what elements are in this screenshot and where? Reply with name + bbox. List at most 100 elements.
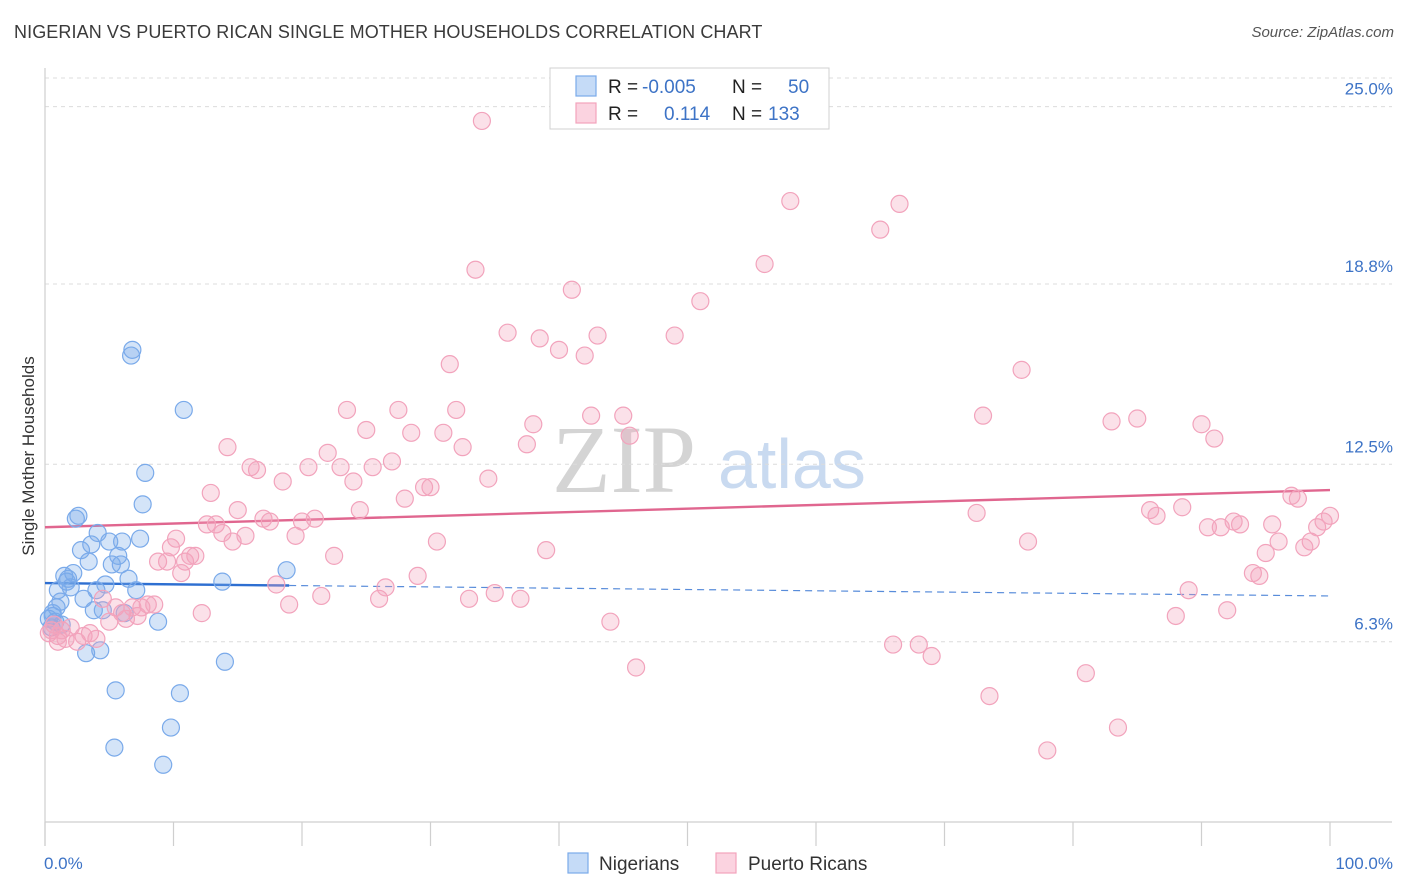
point-nigerian <box>127 581 146 600</box>
stats-n-value: 50 <box>788 77 809 98</box>
point-puerto-rican <box>299 458 318 477</box>
y-tick-label: 25.0% <box>1345 80 1393 99</box>
point-nigerian <box>79 552 98 571</box>
point-puerto-rican <box>909 635 928 654</box>
point-puerto-rican <box>192 604 211 623</box>
point-puerto-rican <box>1108 718 1128 737</box>
point-puerto-rican <box>166 529 186 548</box>
point-puerto-rican <box>427 532 447 551</box>
point-puerto-rican <box>1269 532 1288 551</box>
point-puerto-rican <box>890 194 909 214</box>
trend-line-nigerians-dashed <box>289 584 1331 597</box>
point-puerto-rican <box>575 346 594 365</box>
point-nigerian <box>74 589 93 608</box>
point-nigerian <box>148 612 168 631</box>
point-puerto-rican <box>273 472 292 491</box>
point-puerto-rican <box>280 595 299 614</box>
stats-n-value: 133 <box>768 104 800 125</box>
point-puerto-rican <box>157 552 177 571</box>
point-nigerian <box>51 592 70 611</box>
point-puerto-rican <box>1230 515 1250 534</box>
point-puerto-rican <box>260 512 279 531</box>
point-puerto-rican <box>1218 601 1237 620</box>
point-puerto-rican <box>331 458 350 477</box>
legend-label-nigerians: Nigerians <box>599 854 679 875</box>
point-puerto-rican <box>665 326 684 345</box>
point-nigerian <box>82 535 101 554</box>
point-puerto-rican <box>236 526 255 545</box>
legend: Nigerians Puerto Ricans <box>567 852 867 875</box>
point-nigerian <box>111 555 130 574</box>
legend-label-puerto-ricans: Puerto Ricans <box>748 854 867 875</box>
point-nigerian <box>277 561 296 580</box>
point-puerto-rican <box>530 329 549 348</box>
point-puerto-rican <box>1192 415 1211 434</box>
point-puerto-rican <box>1012 360 1031 379</box>
point-puerto-rican <box>1147 506 1166 525</box>
point-puerto-rican <box>601 612 620 631</box>
point-puerto-rican <box>318 443 337 462</box>
y-tick-label: 18.8% <box>1345 257 1393 276</box>
point-nigerian <box>61 578 80 597</box>
point-puerto-rican <box>267 575 286 594</box>
point-nigerian <box>154 755 173 774</box>
chart-title: NIGERIAN VS PUERTO RICAN SINGLE MOTHER H… <box>14 22 763 42</box>
x-tick-label-max: 100.0% <box>1335 854 1393 873</box>
point-puerto-rican <box>218 438 237 457</box>
point-puerto-rican <box>498 323 517 342</box>
point-puerto-rican <box>1179 581 1198 600</box>
point-puerto-rican <box>1198 518 1218 537</box>
stats-n-label: N = <box>732 104 762 125</box>
point-puerto-rican <box>350 500 369 520</box>
point-nigerian <box>130 529 150 548</box>
point-puerto-rican <box>626 658 646 677</box>
point-puerto-rican <box>93 589 112 608</box>
point-puerto-rican <box>549 340 569 359</box>
point-puerto-rican <box>871 220 890 239</box>
point-puerto-rican <box>363 458 382 477</box>
axes: 6.3% 12.5% 18.8% 25.0% 0.0% 100.0% <box>44 68 1393 873</box>
point-puerto-rican <box>434 423 453 442</box>
point-puerto-rican <box>402 423 421 442</box>
point-puerto-rican <box>755 254 774 274</box>
point-nigerian <box>161 718 181 737</box>
point-puerto-rican <box>967 503 986 523</box>
data-points <box>39 111 1340 774</box>
point-puerto-rican <box>186 546 205 565</box>
x-tick-label-min: 0.0% <box>44 854 83 873</box>
stats-r-label: R = <box>608 77 638 98</box>
point-nigerian <box>100 532 119 551</box>
point-nigerian <box>133 495 152 514</box>
point-puerto-rican <box>421 478 440 497</box>
point-puerto-rican <box>228 500 247 520</box>
point-puerto-rican <box>614 406 633 425</box>
point-puerto-rican <box>511 589 530 608</box>
point-puerto-rican <box>1250 566 1269 586</box>
point-nigerian <box>112 532 132 551</box>
point-puerto-rican <box>1320 506 1340 525</box>
point-puerto-rican <box>447 400 466 420</box>
point-puerto-rican <box>414 478 434 497</box>
point-puerto-rican <box>337 400 357 420</box>
point-puerto-rican <box>459 589 479 608</box>
point-puerto-rican <box>357 420 376 440</box>
legend-swatch-puerto-ricans <box>715 852 737 874</box>
stats-swatch-puerto-ricans <box>575 102 597 124</box>
point-puerto-rican <box>145 595 164 614</box>
point-puerto-rican <box>172 563 191 583</box>
point-nigerian <box>96 575 115 594</box>
point-nigerian <box>69 506 88 525</box>
point-puerto-rican <box>582 406 601 425</box>
point-puerto-rican <box>1102 412 1121 431</box>
point-puerto-rican <box>247 460 267 480</box>
point-nigerian <box>215 652 234 671</box>
point-nigerian <box>66 509 85 528</box>
point-nigerian <box>105 738 124 757</box>
stats-r-value: 0.114 <box>664 104 711 125</box>
point-puerto-rican <box>1128 409 1147 428</box>
point-puerto-rican <box>1288 489 1307 508</box>
point-puerto-rican <box>48 632 67 651</box>
grid-lines <box>45 77 1392 643</box>
y-axis-label: Single Mother Households <box>19 356 38 555</box>
